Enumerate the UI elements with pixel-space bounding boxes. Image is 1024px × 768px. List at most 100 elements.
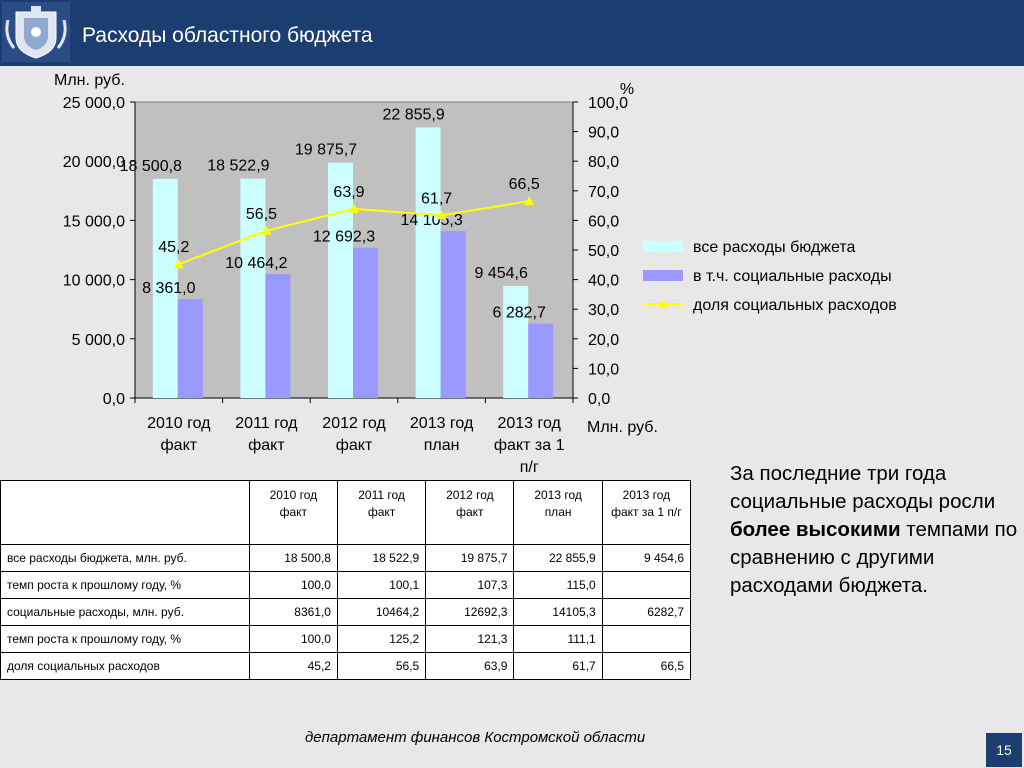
table-header-row: 2010 год факт 2011 год факт 2012 год фак… <box>0 480 692 545</box>
right-tick-label: 20,0 <box>588 332 619 349</box>
table-cell: 100,1 <box>336 571 427 599</box>
social-share-marker <box>173 259 184 269</box>
bar-social-expenses <box>265 274 291 398</box>
left-axis-title: Млн. руб. <box>54 72 125 89</box>
bar-total-expenses <box>240 178 266 398</box>
right-tick-label: 30,0 <box>588 302 619 319</box>
table-cell <box>601 571 692 599</box>
bar-social-expenses <box>440 230 466 398</box>
social-expenses-data-label: 12 692,3 <box>313 229 375 246</box>
row-label: доля социальных расходов <box>0 652 250 680</box>
right-tick-label: 40,0 <box>588 273 619 290</box>
row-label: социальные расходы, млн. руб. <box>0 598 250 626</box>
social-share-marker <box>524 196 535 206</box>
table-header-cell: 2013 год факт за 1 п/г <box>601 480 692 545</box>
table-cell: 107,3 <box>425 571 515 599</box>
right-tick-label: 70,0 <box>588 184 619 201</box>
table-cell: 100,0 <box>248 625 338 653</box>
table-cell: 22 855,9 <box>513 544 603 572</box>
table-header-cell: 2013 год план <box>513 480 603 545</box>
category-label: факт за 1 <box>494 437 565 454</box>
header-bar: Расходы областного бюджета <box>0 0 1024 66</box>
total-expenses-data-label: 22 855,9 <box>382 106 444 123</box>
table-cell <box>601 625 692 653</box>
table-cell: 63,9 <box>425 652 515 680</box>
table-row: темп роста к прошлому году, % 100,0 100,… <box>0 571 692 599</box>
table-cell: 10464,2 <box>336 598 427 626</box>
social-expenses-data-label: 8 361,0 <box>142 280 195 297</box>
table-cell: 6282,7 <box>601 598 692 626</box>
bar-total-expenses <box>152 178 178 398</box>
category-label: 2013 год <box>497 415 561 432</box>
right-tick-label: 10,0 <box>588 361 619 378</box>
social-share-data-label: 56,5 <box>246 206 277 223</box>
table-row: все расходы бюджета, млн. руб. 18 500,8 … <box>0 544 692 572</box>
table-cell: 115,0 <box>513 571 603 599</box>
bar-total-expenses <box>503 286 529 398</box>
bar-total-expenses <box>415 127 441 398</box>
category-label: 2012 год <box>322 415 386 432</box>
table-cell: 18 522,9 <box>336 544 427 572</box>
right-tick-label: 90,0 <box>588 125 619 142</box>
budget-chart: 0,0 5 000,0 10 000,0 15 000,0 20 000,0 25 000… <box>54 72 897 476</box>
left-tick-label: 25 000,0 <box>63 95 125 112</box>
social-share-marker <box>436 210 447 220</box>
right-tick-label: 0,0 <box>588 391 610 408</box>
table-cell: 66,5 <box>601 652 692 680</box>
table-cell: 100,0 <box>248 571 338 599</box>
left-tick-label: 0,0 <box>103 391 125 408</box>
legend-swatch <box>643 270 683 281</box>
total-expenses-data-label: 18 500,8 <box>120 158 182 175</box>
social-share-data-label: 63,9 <box>333 184 364 201</box>
note-text-end: темпами по сравнению с другими расходами… <box>730 518 1018 597</box>
social-share-marker <box>261 225 272 235</box>
coat-of-arms-icon <box>2 2 70 62</box>
summary-note: За последние три года социальные расходы… <box>730 460 1020 600</box>
table-header-cell: 2011 год факт <box>336 480 427 545</box>
table-header-cell: 2012 год факт <box>425 480 515 545</box>
left-tick-label: 10 000,0 <box>63 273 125 290</box>
bar-total-expenses <box>328 162 353 398</box>
table-cell: 12692,3 <box>425 598 515 626</box>
legend-marker <box>658 299 668 308</box>
row-label: все расходы бюджета, млн. руб. <box>0 544 250 572</box>
table-header-cell: 2010 год факт <box>248 480 338 545</box>
table-cell: 111,1 <box>513 625 603 653</box>
table-cell: 56,5 <box>336 652 427 680</box>
category-label: 2010 год <box>147 415 211 432</box>
note-emphasis: более высокими <box>730 518 901 541</box>
category-label: факт <box>161 437 198 454</box>
right-axis-title: % <box>620 81 634 98</box>
table-cell: 121,3 <box>425 625 515 653</box>
table-cell: 8361,0 <box>248 598 338 626</box>
bar-social-expenses <box>177 299 203 398</box>
social-expenses-data-label: 14 105,3 <box>400 212 462 229</box>
table-cell: 45,2 <box>248 652 338 680</box>
social-share-data-label: 61,7 <box>421 190 452 207</box>
table-cell: 18 500,8 <box>248 544 338 572</box>
table-cell: 9 454,6 <box>601 544 692 572</box>
legend-label: доля социальных расходов <box>693 297 897 314</box>
page-number: 15 <box>986 733 1022 767</box>
page-title: Расходы областного бюджета <box>82 24 373 47</box>
bar-social-expenses <box>528 323 554 398</box>
right-tick-label: 60,0 <box>588 213 619 230</box>
budget-table: 2010 год факт 2011 год факт 2012 год фак… <box>0 480 692 680</box>
table-cell: 125,2 <box>336 625 427 653</box>
left-tick-label: 15 000,0 <box>63 213 125 230</box>
right-tick-label: 50,0 <box>588 243 619 260</box>
category-label: план <box>424 437 460 454</box>
category-label: 2013 год <box>410 415 474 432</box>
legend-swatch <box>643 241 683 252</box>
right-tick-label: 100,0 <box>588 95 628 112</box>
category-label: факт <box>248 437 285 454</box>
table-row: доля социальных расходов 45,2 56,5 63,9 … <box>0 652 692 680</box>
row-label: темп роста к прошлому году, % <box>0 625 250 653</box>
category-label: 2011 год <box>235 415 298 432</box>
bar-social-expenses <box>353 247 378 398</box>
table-cell: 14105,3 <box>513 598 603 626</box>
table-corner-cell <box>0 480 250 545</box>
social-share-marker <box>349 203 359 213</box>
table-cell: 19 875,7 <box>425 544 515 572</box>
row-label: темп роста к прошлому году, % <box>0 571 250 599</box>
